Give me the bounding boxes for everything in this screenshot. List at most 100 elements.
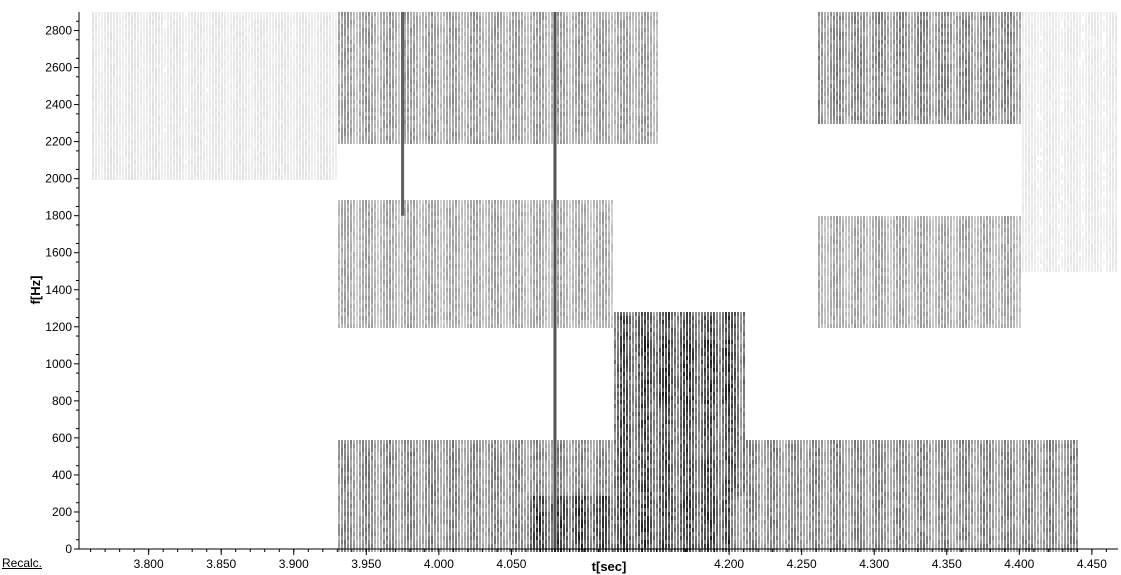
- heatmap-cell: [140, 76, 142, 80]
- heatmap-cell: [92, 140, 94, 144]
- heatmap-cell: [167, 24, 169, 28]
- heatmap-cell: [122, 68, 124, 72]
- heatmap-cell: [179, 24, 181, 28]
- heatmap-cell: [149, 92, 151, 96]
- heatmap-cell: [143, 164, 145, 168]
- heatmap-cell: [101, 64, 103, 68]
- heatmap-cell: [179, 128, 181, 132]
- heatmap-cell: [143, 152, 145, 156]
- heatmap-cell: [188, 104, 190, 108]
- heatmap-cell: [128, 108, 130, 112]
- heatmap-cell: [104, 16, 106, 20]
- heatmap-cell: [110, 144, 112, 148]
- heatmap-cell: [146, 24, 148, 28]
- heatmap-cell: [176, 80, 178, 84]
- heatmap-cell: [173, 160, 175, 164]
- heatmap-cell: [194, 24, 196, 28]
- heatmap-cell: [140, 68, 142, 72]
- heatmap-cell: [149, 108, 151, 112]
- heatmap-cell: [134, 56, 136, 60]
- heatmap-cell: [164, 172, 166, 176]
- heatmap-cell: [107, 104, 109, 108]
- heatmap-cell: [95, 20, 97, 24]
- heatmap-cell: [191, 36, 193, 40]
- heatmap-cell: [152, 36, 154, 40]
- heatmap-cell: [146, 168, 148, 172]
- heatmap-cell: [146, 160, 148, 164]
- heatmap-cell: [170, 52, 172, 56]
- heatmap-cell: [104, 156, 106, 160]
- heatmap-cell: [110, 52, 112, 56]
- heatmap-cell: [101, 156, 103, 160]
- heatmap-cell: [167, 168, 169, 172]
- heatmap-cell: [179, 108, 181, 112]
- heatmap-cell: [194, 108, 196, 112]
- heatmap-cell: [170, 20, 172, 24]
- heatmap-cell: [167, 132, 169, 136]
- heatmap-cell: [173, 104, 175, 108]
- heatmap-cell: [137, 40, 139, 44]
- heatmap-cell: [125, 108, 127, 112]
- heatmap-cell: [95, 136, 97, 140]
- heatmap-cell: [179, 16, 181, 20]
- heatmap-cell: [107, 28, 109, 32]
- heatmap-cell: [149, 140, 151, 144]
- heatmap-cell: [167, 44, 169, 48]
- heatmap-cell: [179, 148, 181, 152]
- heatmap-cell: [134, 60, 136, 64]
- heatmap-cell: [164, 160, 166, 164]
- heatmap-cell: [161, 144, 163, 148]
- heatmap-cell: [167, 136, 169, 140]
- heatmap-cell: [164, 92, 166, 96]
- heatmap-cell: [98, 52, 100, 56]
- heatmap-cell: [98, 152, 100, 156]
- heatmap-cell: [152, 24, 154, 28]
- heatmap-cell: [170, 100, 172, 104]
- heatmap-cell: [98, 88, 100, 92]
- heatmap-cell: [110, 84, 112, 88]
- heatmap-cell: [122, 76, 124, 80]
- heatmap-cell: [185, 56, 187, 60]
- heatmap-cell: [173, 96, 175, 100]
- heatmap-cell: [182, 156, 184, 160]
- heatmap-cell: [140, 64, 142, 68]
- heatmap-cell: [101, 44, 103, 48]
- heatmap-cell: [101, 172, 103, 176]
- heatmap-cell: [134, 84, 136, 88]
- heatmap-cell: [101, 148, 103, 152]
- heatmap-cell: [161, 128, 163, 132]
- heatmap-cell: [161, 40, 163, 44]
- heatmap-cell: [113, 96, 115, 100]
- heatmap-cell: [119, 92, 121, 96]
- heatmap-cell: [137, 84, 139, 88]
- heatmap-cell: [179, 112, 181, 116]
- heatmap-cell: [152, 72, 154, 76]
- heatmap-cell: [128, 80, 130, 84]
- heatmap-cell: [113, 20, 115, 24]
- heatmap-cell: [149, 116, 151, 120]
- heatmap-cell: [182, 128, 184, 132]
- heatmap-cell: [182, 52, 184, 56]
- heatmap-cell: [122, 52, 124, 56]
- heatmap-cell: [176, 104, 178, 108]
- heatmap-cell: [107, 116, 109, 120]
- heatmap-cell: [194, 68, 196, 72]
- heatmap-cell: [116, 52, 118, 56]
- heatmap-cell: [167, 152, 169, 156]
- heatmap-cell: [98, 40, 100, 44]
- heatmap-cell: [137, 160, 139, 164]
- heatmap-cell: [116, 88, 118, 92]
- heatmap-cell: [125, 140, 127, 144]
- heatmap-cell: [188, 36, 190, 40]
- heatmap-cell: [107, 24, 109, 28]
- heatmap-cell: [125, 164, 127, 168]
- heatmap-cell: [98, 44, 100, 48]
- heatmap-cell: [179, 44, 181, 48]
- heatmap-cell: [140, 24, 142, 28]
- heatmap-cell: [95, 156, 97, 160]
- heatmap-cell: [95, 68, 97, 72]
- heatmap-cell: [191, 20, 193, 24]
- heatmap-cell: [158, 100, 160, 104]
- heatmap-cell: [104, 100, 106, 104]
- heatmap-cell: [119, 12, 121, 16]
